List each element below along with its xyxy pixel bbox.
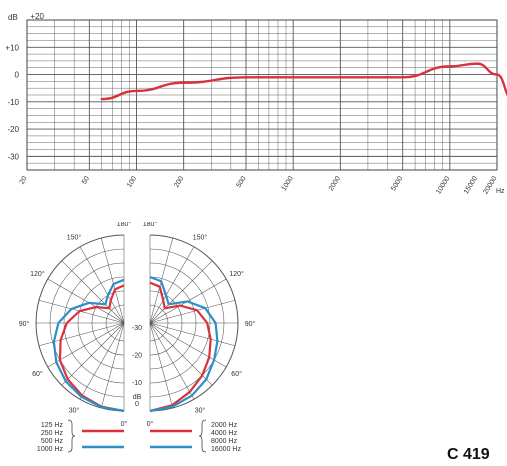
- polar-spoke-right: [149, 246, 195, 324]
- polar-angle-label-right: 30°: [195, 407, 206, 415]
- legend-label-right: 8000 Hz: [211, 438, 238, 445]
- polar-angle-label-left: 60°: [32, 370, 43, 378]
- polar-db-label: -30: [132, 325, 142, 332]
- polar-angle-label-left: 0°: [121, 420, 128, 428]
- polar-angle-label-left: 90°: [19, 320, 30, 328]
- polar-spoke-right: [149, 322, 174, 409]
- polar-angle-label-right: 120°: [229, 270, 244, 278]
- polar-spoke-left: [38, 322, 125, 347]
- polar-spoke-right: [149, 299, 236, 324]
- frequency-x-ticks: 20 50 100 200 500 1000 2000 5000 10000 15000 20000: [19, 175, 499, 195]
- legend-label-right: 16000 Hz: [211, 446, 241, 453]
- legend-label-left: 250 Hz: [41, 430, 64, 437]
- polar-angle-label-right: 150°: [193, 233, 208, 241]
- x-tick-label: 50: [81, 175, 91, 185]
- legend-label-right: 4000 Hz: [211, 430, 238, 437]
- polar-spoke-left: [79, 322, 125, 400]
- y-tick-label: -10: [7, 98, 19, 107]
- polar-pattern-chart: 180° 180° 150° 150° 120° 120° 90° 90° 60° 60° 30° 3…: [19, 222, 256, 453]
- polar-spoke-left: [100, 237, 125, 324]
- polar-db-label: -10: [132, 380, 142, 387]
- y-tick-label: 0: [15, 71, 20, 80]
- x-tick-label: 2000: [328, 175, 342, 192]
- polar-angle-label-left: 120°: [30, 270, 45, 278]
- legend-label-left: 500 Hz: [41, 438, 64, 445]
- polar-series-line: [149, 275, 219, 413]
- polar-series-line: [52, 278, 125, 413]
- legend-brace-right: [198, 419, 207, 453]
- y-tick-label: -20: [7, 125, 19, 134]
- x-tick-label: 10000: [435, 175, 451, 195]
- x-tick-label: 100: [126, 175, 138, 189]
- legend-label-right: 2000 Hz: [211, 422, 238, 429]
- y-tick-label: +10: [5, 43, 19, 52]
- frequency-response-line: [100, 62, 507, 101]
- polar-spoke-right: [149, 322, 236, 347]
- polar-db-label: 0: [135, 401, 139, 408]
- polar-angle-label-right: 0°: [147, 420, 154, 428]
- x-tick-label: 200: [173, 175, 185, 189]
- x-axis-unit: Hz: [496, 188, 505, 195]
- polar-series: [52, 275, 219, 413]
- polar-angle-label-right: 90°: [245, 320, 256, 328]
- x-tick-label: 15000: [463, 175, 479, 195]
- x-tick-label: 1000: [281, 175, 295, 192]
- polar-angle-label-left: 30°: [69, 407, 80, 415]
- x-tick-label: 20: [19, 175, 29, 185]
- polar-db-label: -20: [132, 352, 142, 359]
- polar-angle-label-right: 60°: [231, 370, 242, 378]
- polar-spoke-left: [47, 278, 125, 324]
- polar-series-line: [58, 284, 125, 413]
- legend-label-left: 125 Hz: [41, 422, 64, 429]
- x-tick-label: 500: [236, 175, 248, 189]
- polar-spoke-left: [61, 322, 125, 386]
- polar-labels: 180° 180° 150° 150° 120° 120° 90° 90° 60° 60° 30° 3…: [19, 222, 256, 428]
- frequency-response-chart: +20 +10 0 -10 -20 -30 20 50 100 200 500 1000 2000 50…: [5, 12, 507, 196]
- polar-series-line: [149, 281, 212, 413]
- y-axis-label: dB: [8, 13, 18, 22]
- polar-db-label: dB: [133, 394, 142, 401]
- polar-angle-label-left: 180°: [117, 222, 132, 228]
- x-tick-label: 5000: [390, 175, 404, 192]
- polar-spoke-right: [149, 322, 195, 400]
- y-tick-label: +20: [30, 12, 44, 21]
- model-label: C 419: [447, 446, 490, 463]
- polar-spoke-left: [100, 322, 125, 409]
- legend-label-left: 1000 Hz: [37, 446, 64, 453]
- frequency-grid: [26, 19, 498, 171]
- polar-spoke-right: [149, 260, 213, 324]
- y-tick-label: -30: [7, 152, 19, 161]
- legend-brace-left: [67, 419, 76, 453]
- polar-angle-label-right: 180°: [143, 222, 158, 228]
- polar-spoke-left: [79, 246, 125, 324]
- polar-angle-label-left: 150°: [67, 233, 82, 241]
- plot-frame: [26, 19, 498, 171]
- polar-spoke-left: [61, 260, 125, 324]
- frequency-series: [100, 62, 507, 101]
- frequency-y-ticks: +20 +10 0 -10 -20 -30: [5, 12, 44, 161]
